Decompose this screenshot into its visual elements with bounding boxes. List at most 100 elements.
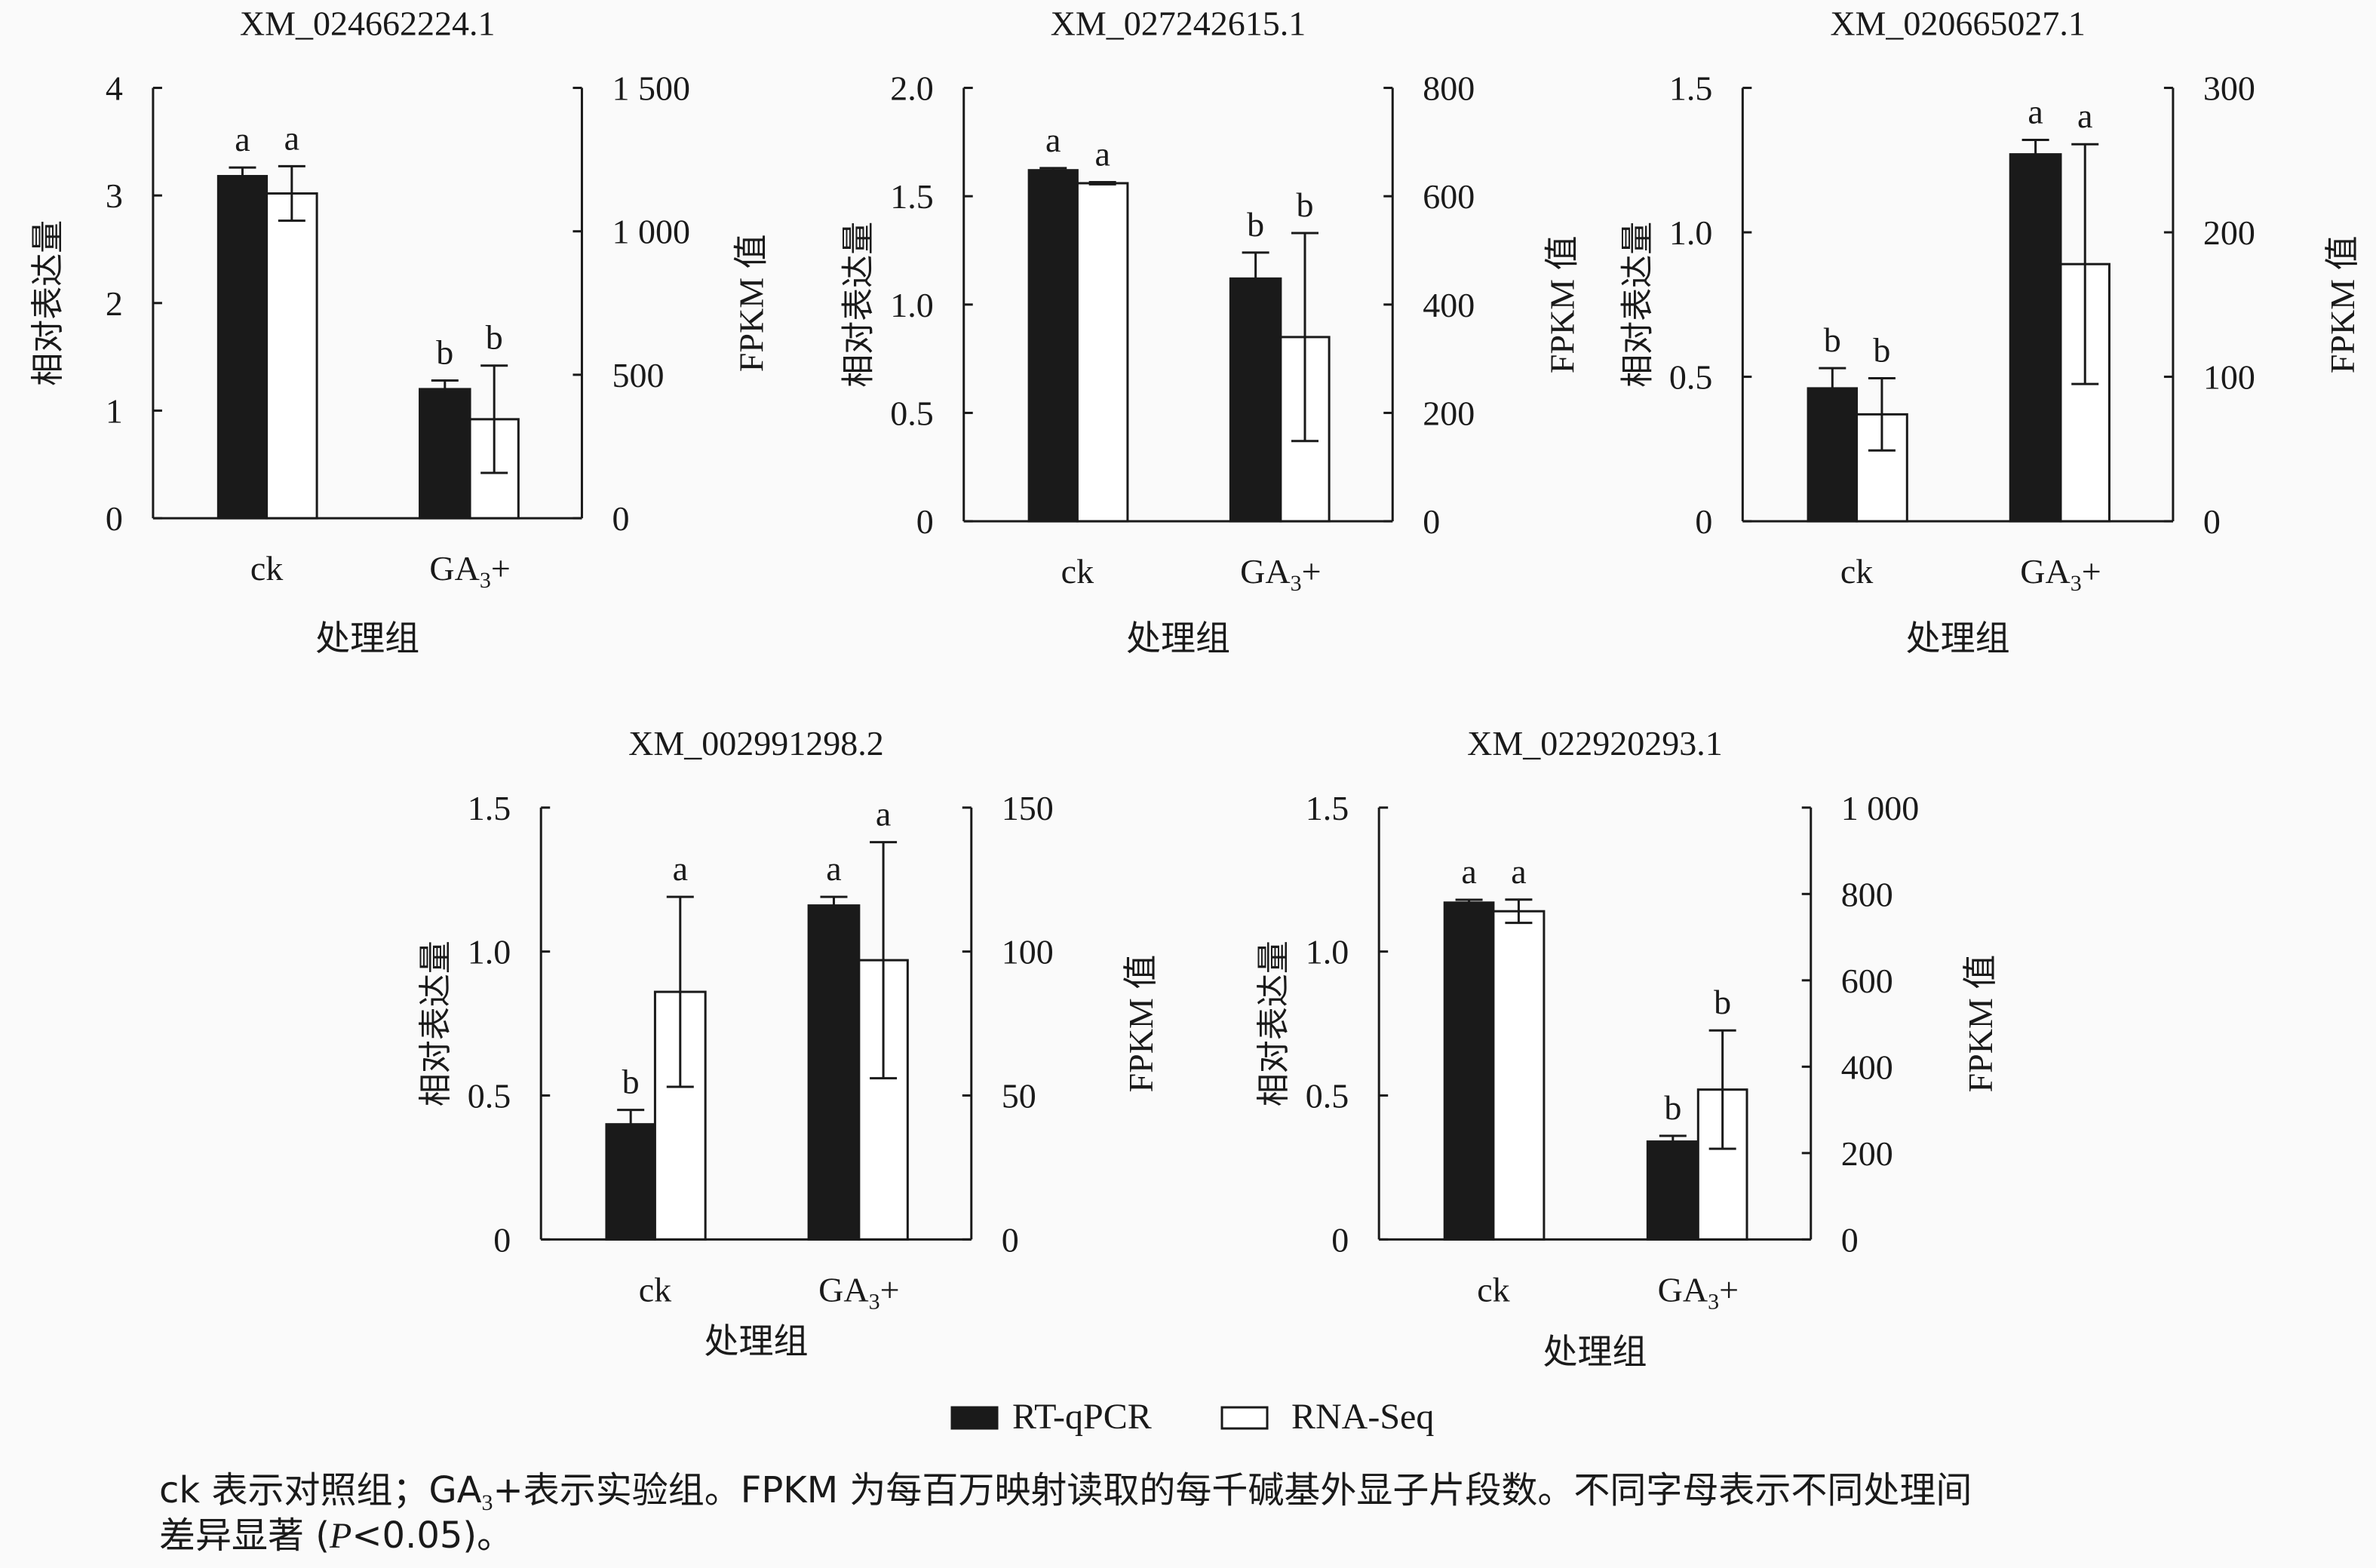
right-tick-label: 1 500 [612, 69, 690, 108]
left-tick-label: 4 [106, 69, 123, 108]
right-tick-label: 1 000 [1841, 789, 1920, 827]
right-axis-label: FPKM 值 [1961, 955, 2000, 1093]
chart-title: XM_024662224.1 [240, 5, 496, 43]
right-axis-label: FPKM 值 [732, 234, 770, 372]
category-text: + [880, 1270, 900, 1309]
legend: RT-qPCR RNA-Seq [950, 1397, 1434, 1437]
right-axis-label: FPKM 值 [1122, 955, 1160, 1093]
left-tick-label: 1.0 [1306, 933, 1349, 971]
right-tick-label: 600 [1841, 962, 1893, 1000]
chart-3: XM_020665027.1 0 0.5 1.0 1.5 0 100 200 300 相对表达量 F… [1618, 5, 2362, 658]
left-tick-label: 1 [106, 391, 123, 430]
category-text: + [2082, 552, 2101, 591]
caption-p-italic: P [329, 1516, 351, 1556]
category-subscript: 3 [1708, 1289, 1719, 1314]
left-tick-label: 0 [916, 502, 934, 541]
category-label: ck [1477, 1270, 1509, 1309]
left-axis-label: 相对表达量 [29, 220, 67, 386]
chart-title: XM_020665027.1 [1830, 5, 2086, 43]
left-tick-label: 0 [1331, 1220, 1349, 1259]
left-tick-label: 0 [493, 1220, 511, 1259]
right-tick-label: 50 [1002, 1077, 1036, 1115]
left-tick-label: 0.5 [468, 1077, 511, 1115]
rt-qpcr-bar [1807, 387, 1859, 523]
right-tick-label: 0 [1423, 502, 1440, 541]
right-axis-label: FPKM 值 [2323, 235, 2362, 373]
right-tick-label: 100 [2203, 358, 2255, 397]
category-label: GA3+ [429, 549, 510, 593]
left-tick-label: 1.5 [1306, 789, 1349, 827]
right-tick-label: 0 [2203, 502, 2221, 541]
left-axis-label: 相对表达量 [1254, 940, 1293, 1106]
left-tick-label: 0.5 [1306, 1077, 1349, 1115]
rt-qpcr-bar [1229, 277, 1282, 523]
legend-label-rt-qpcr: RT-qPCR [1012, 1397, 1152, 1437]
rt-qpcr-bar [216, 174, 269, 520]
category-text: GA [1240, 552, 1290, 591]
significance-letter: b [1873, 330, 1890, 369]
legend-swatch-rna-seq [1220, 1406, 1269, 1430]
category-text: GA [429, 549, 479, 588]
x-axis-label: 处理组 [1543, 1331, 1647, 1372]
left-tick-label: 2.0 [890, 69, 934, 108]
right-tick-label: 200 [1423, 394, 1475, 432]
left-tick-label: 1.5 [1669, 69, 1713, 108]
left-tick-label: 1.5 [890, 177, 934, 216]
significance-letter: a [1094, 134, 1110, 173]
left-tick-label: 0 [1695, 502, 1712, 541]
right-tick-label: 200 [2203, 213, 2255, 252]
left-tick-label: 1.0 [468, 933, 511, 971]
caption-line-2: 差异显著 (P<0.05)。 [159, 1514, 513, 1557]
left-tick-label: 2 [106, 284, 123, 323]
significance-letter: b [436, 333, 453, 372]
x-axis-label: 处理组 [704, 1321, 808, 1361]
legend-swatch-rt-qpcr [950, 1406, 999, 1430]
category-label: GA3+ [1658, 1270, 1739, 1314]
right-tick-label: 800 [1423, 69, 1475, 108]
significance-letter: a [673, 849, 688, 888]
left-tick-label: 1.5 [468, 789, 511, 827]
significance-letter: a [826, 849, 841, 888]
category-text: GA [818, 1270, 868, 1309]
rt-qpcr-bar [807, 904, 861, 1241]
category-subscript: 3 [1291, 571, 1302, 596]
rt-qpcr-bar [419, 388, 471, 520]
significance-letter: b [1247, 205, 1264, 244]
left-tick-label: 1.0 [1669, 213, 1713, 252]
right-tick-label: 600 [1423, 177, 1475, 216]
legend-label-rna-seq: RNA-Seq [1291, 1397, 1434, 1437]
chart-title: XM_027242615.1 [1051, 5, 1306, 43]
caption-text: <0.05)。 [351, 1514, 513, 1557]
category-text: + [491, 549, 511, 588]
category-label: GA3+ [818, 1270, 899, 1314]
right-tick-label: 150 [1002, 789, 1054, 827]
category-label: ck [639, 1270, 671, 1309]
rna-seq-bar [1076, 182, 1129, 523]
significance-letter: a [235, 120, 250, 158]
category-text: ck [639, 1270, 671, 1309]
caption-text: 差异显著 ( [159, 1514, 330, 1557]
category-label: ck [1840, 552, 1873, 591]
right-tick-label: 400 [1423, 286, 1475, 324]
left-tick-label: 0.5 [890, 394, 934, 432]
chart-5: XM_022920293.1 0 0.5 1.0 1.5 0 200 400 600 800 1 0… [1254, 724, 2000, 1372]
category-subscript: 3 [869, 1289, 880, 1314]
right-tick-label: 400 [1841, 1048, 1893, 1086]
significance-letter: b [1664, 1088, 1681, 1127]
x-axis-label: 处理组 [1126, 618, 1230, 658]
category-text: ck [250, 549, 283, 588]
right-tick-label: 200 [1841, 1134, 1893, 1173]
x-axis-label: 处理组 [1906, 618, 2010, 658]
left-tick-label: 0.5 [1669, 358, 1713, 397]
significance-letter: a [1511, 852, 1526, 891]
category-text: GA [1658, 1270, 1708, 1309]
significance-letter: b [486, 318, 503, 357]
rt-qpcr-bar [605, 1123, 656, 1241]
left-tick-label: 0 [106, 499, 123, 538]
right-axis-label: FPKM 值 [1543, 235, 1581, 373]
caption-line-1: ck 表示对照组；GA3+表示实验组。FPKM 为每百万映射读取的每千碱基外显子… [159, 1469, 1972, 1515]
rna-seq-bar [1492, 910, 1546, 1241]
right-tick-label: 300 [2203, 69, 2255, 108]
category-text: ck [1477, 1270, 1509, 1309]
category-text: + [1719, 1270, 1739, 1309]
